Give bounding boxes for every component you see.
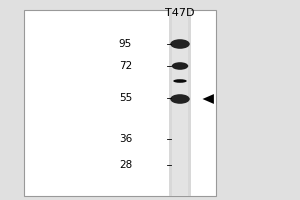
Text: 55: 55 — [119, 93, 132, 103]
Text: 72: 72 — [119, 61, 132, 71]
FancyBboxPatch shape — [169, 10, 191, 196]
Polygon shape — [202, 94, 214, 104]
Text: T47D: T47D — [165, 8, 195, 18]
Ellipse shape — [173, 79, 187, 83]
Text: 95: 95 — [119, 39, 132, 49]
FancyBboxPatch shape — [172, 10, 188, 196]
Ellipse shape — [172, 62, 188, 70]
Ellipse shape — [170, 94, 190, 104]
Text: 28: 28 — [119, 160, 132, 170]
FancyBboxPatch shape — [24, 10, 216, 196]
Text: 36: 36 — [119, 134, 132, 144]
Ellipse shape — [170, 39, 190, 49]
